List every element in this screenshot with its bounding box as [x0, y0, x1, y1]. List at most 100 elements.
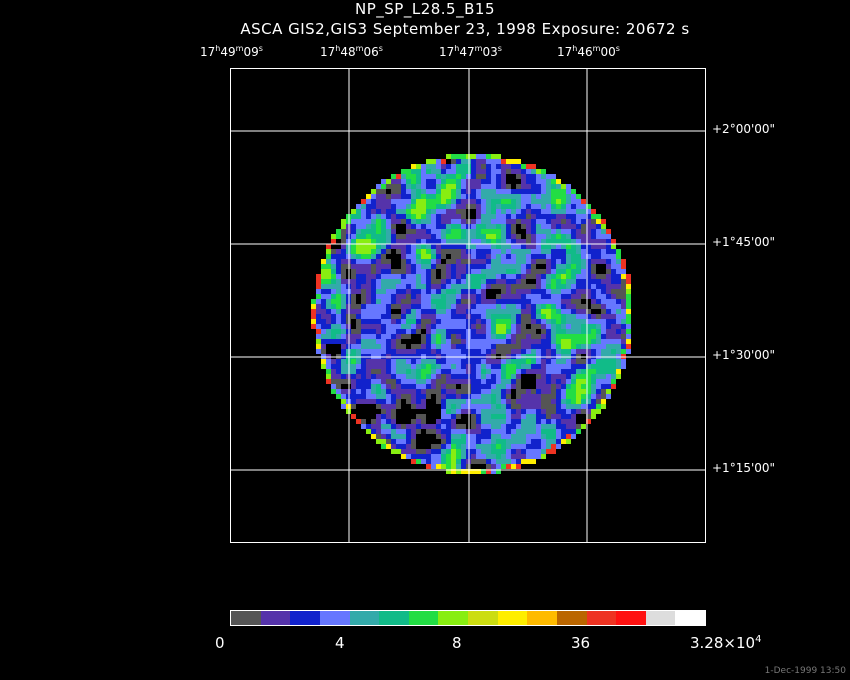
image-pixel [446, 414, 451, 419]
image-pixel [501, 174, 506, 179]
image-pixel [531, 449, 536, 454]
image-pixel [321, 359, 326, 364]
image-pixel [546, 239, 551, 244]
image-pixel [391, 389, 396, 394]
image-pixel [401, 269, 406, 274]
image-pixel [546, 404, 551, 409]
image-pixel [441, 189, 446, 194]
image-pixel [436, 219, 441, 224]
image-pixel [456, 314, 461, 319]
image-pixel [471, 444, 476, 449]
image-pixel [501, 349, 506, 354]
image-pixel [456, 169, 461, 174]
image-pixel [421, 249, 426, 254]
image-pixel [451, 239, 456, 244]
image-pixel [421, 459, 426, 464]
image-pixel [486, 339, 491, 344]
image-pixel [506, 379, 511, 384]
image-pixel [351, 394, 356, 399]
image-pixel [441, 294, 446, 299]
image-pixel [321, 274, 326, 279]
image-pixel [511, 329, 516, 334]
image-pixel [611, 249, 616, 254]
image-pixel [411, 309, 416, 314]
image-pixel [371, 204, 376, 209]
image-pixel [536, 294, 541, 299]
image-pixel [341, 259, 346, 264]
image-pixel [496, 344, 501, 349]
image-pixel [391, 319, 396, 324]
image-pixel [461, 279, 466, 284]
image-pixel [331, 269, 336, 274]
image-pixel [436, 254, 441, 259]
image-pixel [476, 349, 481, 354]
image-pixel [611, 334, 616, 339]
image-pixel [596, 294, 601, 299]
image-pixel [356, 289, 361, 294]
image-pixel [316, 334, 321, 339]
image-pixel [436, 359, 441, 364]
image-pixel [546, 254, 551, 259]
image-pixel [431, 329, 436, 334]
image-pixel [596, 234, 601, 239]
image-pixel [571, 189, 576, 194]
image-pixel [491, 204, 496, 209]
image-pixel [396, 184, 401, 189]
image-pixel [521, 209, 526, 214]
image-pixel [386, 209, 391, 214]
image-pixel [526, 439, 531, 444]
image-pixel [601, 304, 606, 309]
image-pixel [571, 249, 576, 254]
image-pixel [326, 324, 331, 329]
image-pixel [406, 174, 411, 179]
image-pixel [371, 269, 376, 274]
image-pixel [381, 339, 386, 344]
image-pixel [426, 189, 431, 194]
image-pixel [561, 204, 566, 209]
image-pixel [616, 259, 621, 264]
image-pixel [601, 289, 606, 294]
image-pixel [521, 219, 526, 224]
image-pixel [601, 269, 606, 274]
image-pixel [481, 319, 486, 324]
image-pixel [511, 189, 516, 194]
image-pixel [396, 269, 401, 274]
image-pixel [511, 184, 516, 189]
image-pixel [381, 314, 386, 319]
image-pixel [616, 329, 621, 334]
image-pixel [471, 209, 476, 214]
image-pixel [626, 314, 631, 319]
image-pixel [446, 394, 451, 399]
image-pixel [506, 374, 511, 379]
image-pixel [366, 299, 371, 304]
image-pixel [396, 379, 401, 384]
image-pixel [336, 359, 341, 364]
image-pixel [376, 349, 381, 354]
image-pixel [486, 419, 491, 424]
image-pixel [421, 309, 426, 314]
image-pixel [326, 369, 331, 374]
image-pixel [476, 369, 481, 374]
image-pixel [591, 239, 596, 244]
image-pixel [431, 414, 436, 419]
image-pixel [396, 324, 401, 329]
image-pixel [401, 309, 406, 314]
image-pixel [506, 199, 511, 204]
image-pixel [396, 274, 401, 279]
image-pixel [406, 244, 411, 249]
image-pixel [496, 424, 501, 429]
image-pixel [511, 309, 516, 314]
image-pixel [486, 294, 491, 299]
image-pixel [576, 254, 581, 259]
image-pixel [481, 259, 486, 264]
image-pixel [611, 329, 616, 334]
image-pixel [331, 249, 336, 254]
image-pixel [501, 299, 506, 304]
image-pixel [586, 359, 591, 364]
image-pixel [556, 249, 561, 254]
image-pixel [576, 314, 581, 319]
image-pixel [411, 244, 416, 249]
image-pixel [611, 344, 616, 349]
image-pixel [606, 319, 611, 324]
image-pixel [381, 259, 386, 264]
